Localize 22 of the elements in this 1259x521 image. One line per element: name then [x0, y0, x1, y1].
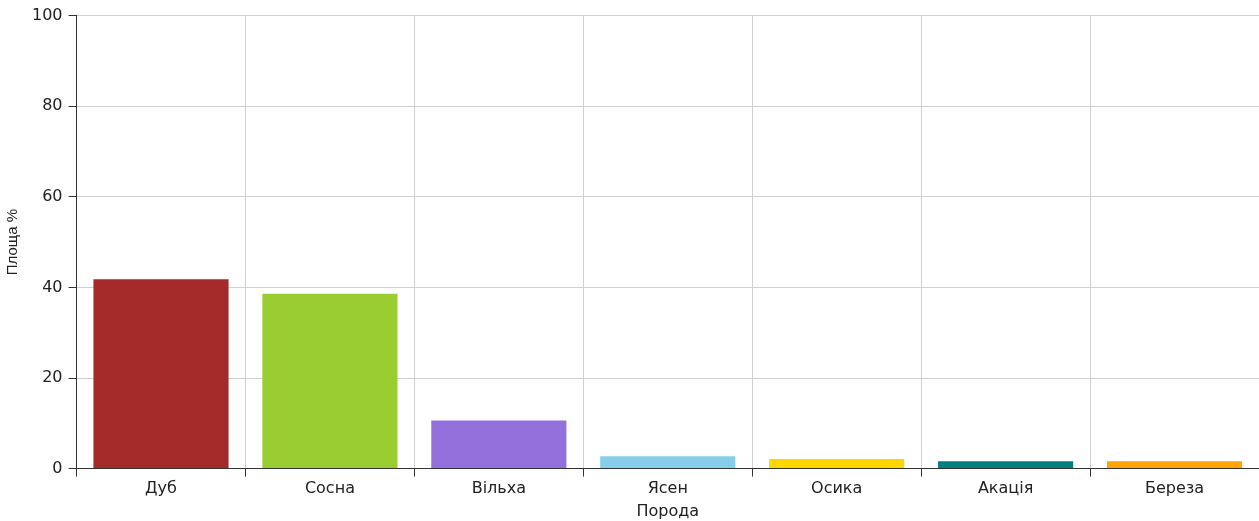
- y-tick-label: 40: [42, 276, 63, 296]
- y-tick-label: 20: [42, 367, 63, 387]
- bar: [769, 459, 905, 469]
- x-tick-label: Сосна: [304, 478, 355, 498]
- bar: [431, 420, 567, 469]
- bar: [1106, 461, 1243, 469]
- y-tick-label: 80: [42, 95, 63, 115]
- x-tick-label: Акація: [977, 478, 1034, 498]
- x-tick-label: Береза: [1144, 478, 1205, 498]
- x-axis-title: Порода: [636, 500, 700, 520]
- x-tick-label: Дуб: [145, 478, 177, 498]
- y-axis-title: Площа %: [3, 208, 21, 276]
- x-tick-label: Вільха: [471, 478, 527, 498]
- x-tick-label: Ясен: [647, 478, 688, 498]
- bar: [600, 456, 736, 469]
- y-tick-label: 0: [52, 457, 63, 477]
- y-tick-label: 60: [42, 185, 63, 205]
- y-tick-label: 100: [31, 4, 63, 24]
- bar: [93, 279, 229, 469]
- bar: [262, 293, 398, 469]
- bar: [938, 461, 1074, 469]
- x-tick-label: Осика: [811, 478, 863, 498]
